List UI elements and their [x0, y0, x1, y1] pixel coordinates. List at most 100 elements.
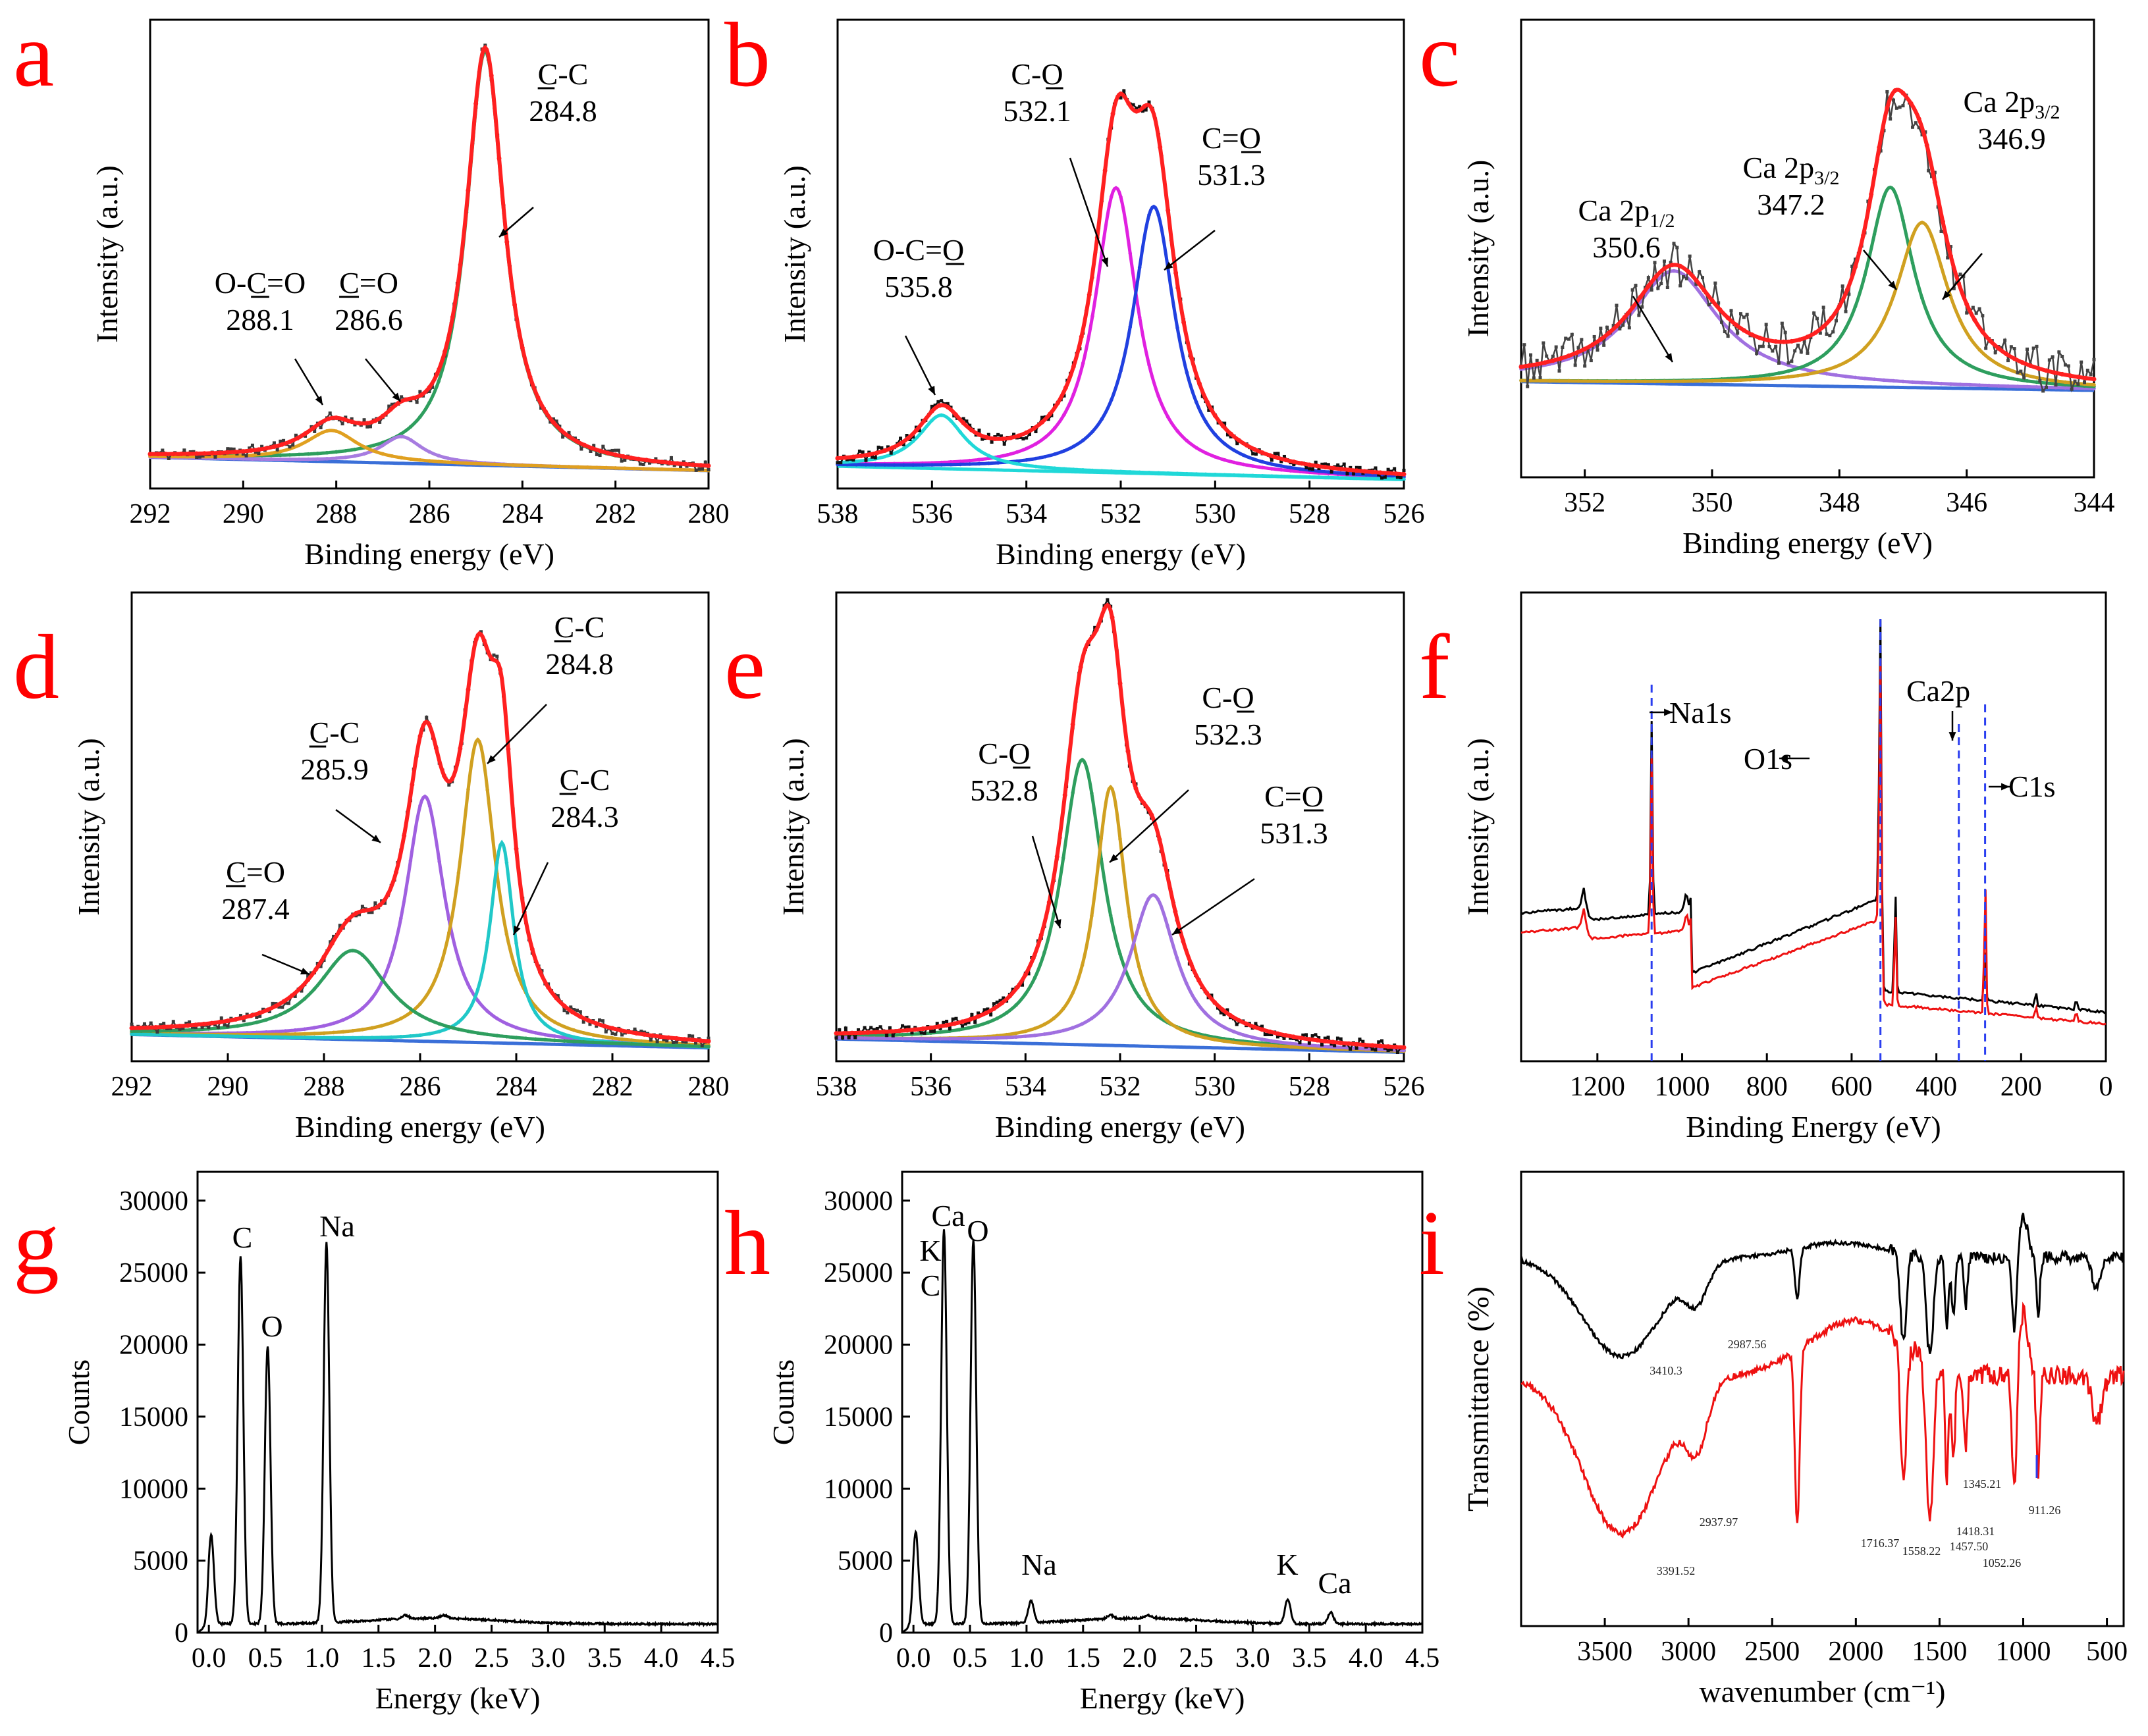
x-tick-label: 3500	[1577, 1637, 1632, 1667]
component-marker	[315, 452, 320, 456]
envelope-marker	[674, 1036, 679, 1041]
component-marker	[1232, 448, 1236, 452]
component-marker	[362, 452, 366, 456]
y-tick-label: 5000	[838, 1546, 893, 1577]
raw-data-marker	[834, 1036, 838, 1040]
raw-data-marker	[598, 1018, 602, 1022]
envelope-marker	[1244, 442, 1249, 448]
component-marker	[1185, 471, 1189, 476]
raw-data-marker	[284, 1001, 288, 1005]
raw-data-marker	[907, 1025, 911, 1029]
component-marker	[197, 1034, 201, 1038]
raw-data-marker	[1355, 465, 1358, 469]
component-marker	[1279, 1040, 1283, 1045]
raw-data-marker	[328, 411, 332, 415]
raw-data-marker	[1879, 149, 1883, 153]
raw-data-marker	[383, 901, 387, 905]
raw-data-marker	[620, 1033, 624, 1037]
component-marker	[331, 1030, 336, 1035]
component-marker	[274, 1032, 278, 1037]
envelope-marker	[658, 1034, 663, 1039]
y-tick-label: 20000	[824, 1330, 893, 1361]
raw-data-marker	[1263, 1033, 1267, 1037]
component-marker	[562, 1036, 566, 1039]
pointer-arrow	[487, 704, 547, 764]
envelope-marker	[185, 1023, 190, 1028]
component-marker	[2035, 375, 2039, 380]
component-marker	[1355, 472, 1359, 477]
component-marker	[149, 1032, 153, 1037]
component-marker	[1119, 369, 1123, 373]
component-marker	[437, 1022, 441, 1026]
y-tick-label: 5000	[133, 1546, 188, 1577]
raw-data-marker	[1742, 315, 1746, 319]
raw-data-marker	[200, 1025, 204, 1029]
y-axis-label: Intensity (a.u.)	[1461, 738, 1495, 916]
component-marker	[1099, 1009, 1104, 1013]
component-marker	[1232, 473, 1236, 477]
envelope-marker	[357, 421, 362, 426]
component-marker	[1316, 1044, 1321, 1048]
raw-data-marker	[1840, 284, 1844, 288]
x-tick-label: 346	[1946, 488, 1987, 518]
component-marker	[1033, 1026, 1037, 1031]
component-marker	[1624, 379, 1628, 384]
raw-data-marker	[171, 1020, 175, 1024]
component-marker	[1891, 379, 1896, 383]
component-marker	[844, 1036, 848, 1040]
x-tick-label: 4.5	[701, 1643, 736, 1673]
envelope-marker	[289, 993, 294, 998]
raw-data-marker	[1317, 1036, 1321, 1039]
peak-label-extra: C	[921, 1269, 941, 1302]
envelope-marker	[240, 449, 246, 454]
component-marker	[1710, 307, 1714, 311]
component-marker	[1250, 457, 1255, 461]
envelope-marker	[1173, 270, 1179, 275]
x-tick-label: 534	[1006, 499, 1047, 529]
annotation-c-double-o-value: 531.3	[1197, 158, 1266, 192]
annotation-ca-2p32-a-value: 347.2	[1757, 188, 1825, 221]
envelope-marker	[1924, 143, 1929, 148]
raw-data-marker	[633, 1027, 637, 1031]
component-marker	[948, 1037, 952, 1041]
envelope-marker	[1630, 305, 1635, 310]
envelope-marker	[1370, 469, 1375, 475]
y-tick-label: 30000	[824, 1186, 893, 1217]
component-marker	[1806, 368, 1810, 372]
raw-data-marker	[1783, 330, 1787, 334]
raw-data-marker	[1656, 286, 1660, 290]
component-marker	[370, 964, 374, 968]
peak-label-c1s: C1s	[2008, 770, 2056, 803]
component-marker	[1815, 370, 1819, 375]
component-marker	[1958, 382, 1962, 386]
component-marker	[408, 1034, 413, 1038]
raw-data-marker	[1355, 1046, 1358, 1050]
raw-data-marker	[282, 438, 286, 442]
component-marker	[306, 452, 311, 456]
component-marker	[1212, 1019, 1217, 1024]
raw-data-marker	[1377, 1040, 1381, 1044]
x-tick-label: 284	[502, 499, 543, 529]
component-marker	[2016, 377, 2020, 382]
raw-data-marker	[1235, 1022, 1239, 1026]
component-marker	[1052, 1016, 1056, 1020]
band-label: 1457.50	[1950, 1540, 1989, 1553]
component-marker	[312, 987, 317, 991]
component-marker	[1738, 338, 1743, 342]
envelope-marker	[481, 47, 486, 52]
component-marker	[1767, 377, 1771, 381]
envelope-marker	[1797, 337, 1802, 342]
component-marker	[288, 453, 292, 457]
component-marker	[437, 859, 441, 864]
envelope-marker	[650, 1033, 655, 1038]
raw-data-marker	[549, 420, 552, 424]
raw-data-marker	[1615, 303, 1619, 307]
component-marker	[475, 1031, 480, 1035]
annotation-cc-2848: C-C	[554, 610, 605, 644]
component-marker	[1844, 374, 1848, 379]
envelope-marker	[929, 409, 934, 414]
raw-data-marker	[250, 443, 254, 447]
